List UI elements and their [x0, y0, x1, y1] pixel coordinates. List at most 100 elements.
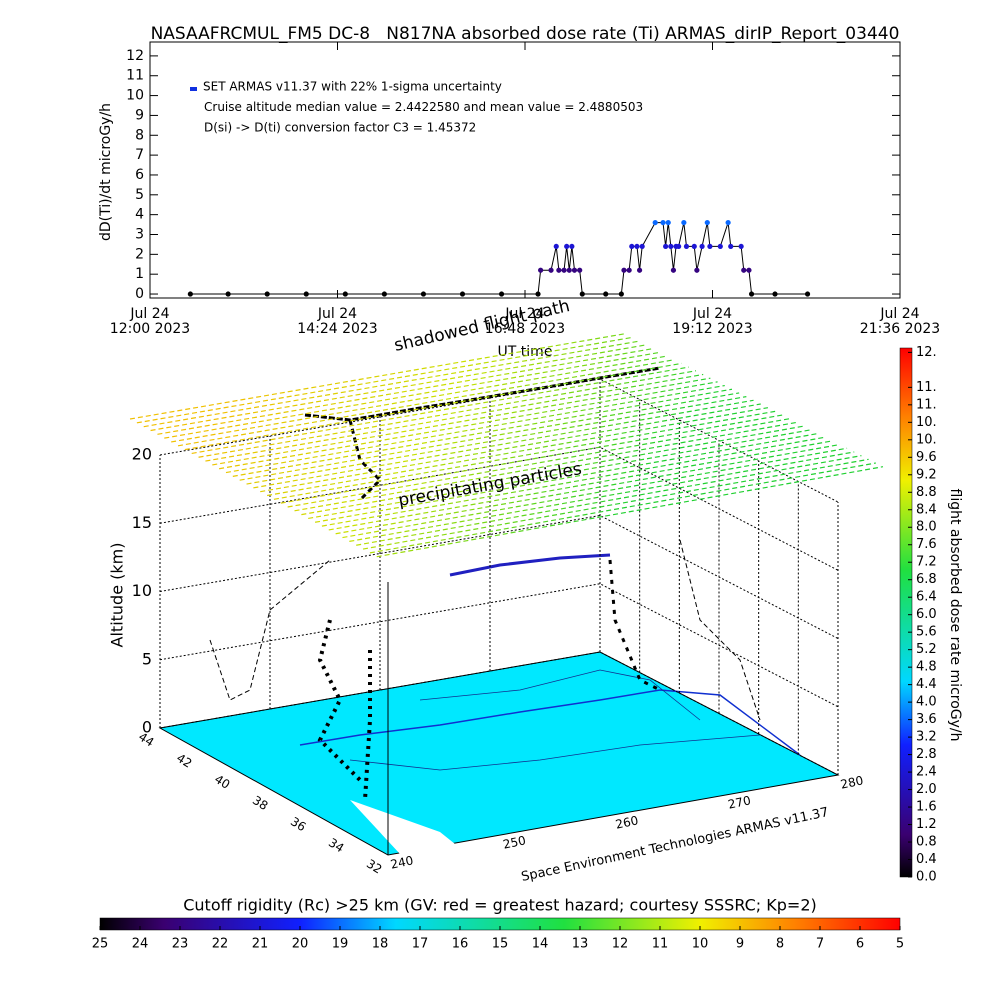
data-point — [303, 291, 309, 297]
data-point — [626, 267, 632, 273]
colorbar-tick-label: 11. — [916, 397, 937, 412]
data-point — [548, 267, 554, 273]
colorbar-tick-label: 25 — [92, 937, 109, 952]
data-line — [190, 222, 808, 295]
x-tick-label: Jul 24 14:24 2023 — [297, 306, 378, 337]
data-point — [660, 219, 666, 226]
colorbar-tick-label: 23 — [172, 937, 189, 952]
colorbar-tick-label: 9.2 — [916, 467, 937, 482]
colorbar-tick-label: 8 — [776, 937, 784, 952]
shadow-path — [299, 689, 801, 756]
colorbar-tick-label: 8.4 — [916, 502, 937, 517]
particle-hatch — [260, 403, 761, 493]
map-blank — [350, 800, 460, 854]
y-tick-label: 9 — [135, 107, 144, 123]
lon-tick-label: 280 — [839, 773, 864, 791]
data-point — [636, 267, 643, 273]
data-point — [535, 291, 541, 297]
colorbar-tick-label: 4.4 — [916, 677, 937, 692]
y-tick-label: 12 — [126, 48, 144, 64]
data-point — [738, 243, 744, 250]
lat-tick-label: 34 — [326, 835, 346, 855]
y-axis-label: dD(Ti)/dt microGy/h — [98, 103, 114, 241]
x-tick-label: Jul 24 21:36 2023 — [859, 306, 941, 337]
data-point — [676, 243, 682, 250]
z-axis-label: Altitude (km) — [108, 543, 127, 648]
data-point — [629, 243, 635, 250]
colorbar-label: Cutoff rigidity (Rc) >25 km (GV: red = g… — [183, 896, 817, 915]
data-point — [381, 291, 387, 297]
colorbar-tick-label: 13 — [572, 937, 589, 952]
particle-hatch — [143, 340, 639, 428]
data-point — [564, 243, 570, 250]
colorbar-tick-label: 6.4 — [916, 590, 937, 605]
data-point — [699, 243, 705, 250]
data-point — [621, 267, 627, 273]
colorbar-tick-label: 10. — [916, 432, 937, 447]
chart-title: NASAAFRCMUL_FM5 DC-8 N817NA absorbed dos… — [151, 24, 900, 44]
data-point — [556, 267, 562, 273]
particle-hatch — [219, 381, 718, 470]
data-point — [665, 219, 671, 226]
x-tick-label: Jul 24 12:00 2023 — [109, 306, 191, 337]
lat-tick-label: 36 — [288, 814, 308, 834]
data-point — [652, 219, 658, 226]
colorbar-tick-label: 8.0 — [916, 520, 937, 535]
colorbar-tick-label: 17 — [412, 937, 429, 952]
data-point — [459, 291, 466, 297]
legend-text: SET ARMAS v11.37 with 22% 1-sigma uncert… — [203, 80, 502, 94]
data-point — [569, 243, 575, 250]
particle-hatch — [294, 421, 797, 512]
colorbar-tick-label: 7 — [816, 937, 824, 952]
colorbar-tick-label: 9.6 — [916, 450, 937, 465]
colorbar-tick-label: 2.8 — [916, 747, 937, 762]
colorbar-tick-label: 12 — [612, 937, 629, 952]
data-point — [683, 243, 690, 250]
y-tick-label: 10 — [126, 88, 144, 104]
particle-hatch — [280, 414, 783, 504]
data-point — [707, 243, 713, 250]
colorbar-tick-label: 12. — [916, 345, 937, 360]
data-point — [187, 291, 193, 297]
lat-tick-label: 32 — [364, 857, 384, 877]
colorbar-tick-label: 4.0 — [916, 695, 937, 710]
data-point — [579, 291, 585, 297]
particle-hatch — [369, 462, 876, 554]
shadow-trace — [209, 559, 331, 701]
colorbar-vertical — [899, 347, 913, 878]
lon-tick-label: 270 — [727, 793, 752, 811]
colorbar-tick-label: 1.6 — [916, 800, 937, 815]
data-point — [498, 291, 505, 297]
colorbar-tick-label: 2.0 — [916, 782, 937, 797]
z-tick-label: 15 — [132, 513, 152, 532]
data-point — [639, 243, 645, 250]
colorbar-tick-label: 3.6 — [916, 712, 937, 727]
data-point — [538, 267, 544, 273]
y-tick-label: 1 — [135, 266, 144, 282]
colorbar-tick-label: 20 — [292, 937, 309, 952]
y-tick-label: 4 — [135, 207, 144, 223]
colorbar-tick-label: 4.8 — [916, 660, 937, 675]
particle-hatch — [362, 458, 869, 550]
data-point — [634, 243, 640, 250]
x-axis-label: UT time — [498, 344, 553, 360]
colorbar-tick-label: 5.2 — [916, 642, 937, 657]
lon-tick-label: 240 — [389, 853, 414, 871]
colorbar-tick-label: 0.4 — [916, 852, 937, 867]
y-tick-label: 0 — [135, 286, 144, 302]
colorbar-tick-label: 16 — [452, 937, 469, 952]
colorbar-tick-label: 18 — [372, 937, 389, 952]
perspective-plot: 0 5 10 15 20 240 250 260 270 280 44 42 40 38 36 34 32 Alt… — [108, 296, 884, 885]
data-point — [748, 291, 755, 297]
data-point — [717, 243, 723, 250]
data-point — [225, 291, 231, 297]
colorbar-tick-label: 7.2 — [916, 555, 937, 570]
z-tick-label: 20 — [132, 445, 152, 464]
y-tick-label: 8 — [135, 127, 144, 143]
colorbar-tick-label: 1.2 — [916, 817, 937, 832]
particle-hatch — [376, 466, 884, 558]
colorbar-tick-label: 11 — [652, 937, 669, 952]
lat-tick-label: 40 — [212, 772, 232, 792]
colorbar-tick-label: 6 — [856, 937, 864, 952]
